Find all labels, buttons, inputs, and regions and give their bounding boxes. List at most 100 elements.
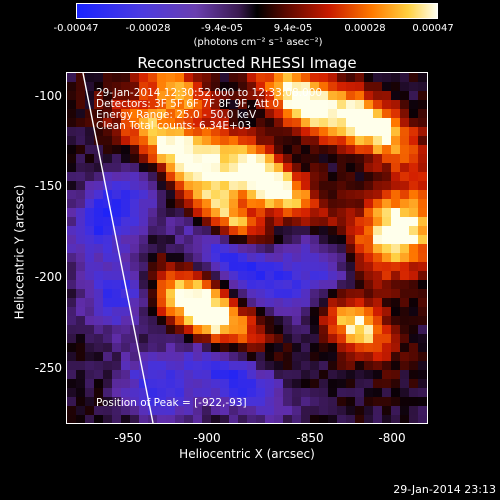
image-pixel <box>166 325 176 335</box>
image-pixel <box>337 298 347 308</box>
image-pixel <box>175 73 185 83</box>
image-pixel <box>283 388 293 398</box>
image-pixel <box>355 262 365 272</box>
image-pixel <box>346 208 356 218</box>
image-pixel <box>175 109 185 119</box>
image-pixel <box>67 217 77 227</box>
image-pixel <box>94 280 104 290</box>
image-pixel <box>382 262 392 272</box>
image-pixel <box>76 244 86 254</box>
image-pixel <box>310 136 320 146</box>
image-pixel <box>157 352 167 362</box>
image-pixel <box>310 109 320 119</box>
image-pixel <box>175 361 185 371</box>
image-pixel <box>418 316 427 326</box>
image-pixel <box>139 217 149 227</box>
image-pixel <box>382 244 392 254</box>
image-pixel <box>346 262 356 272</box>
image-pixel <box>193 163 203 173</box>
image-pixel <box>274 118 284 128</box>
image-pixel <box>265 325 275 335</box>
image-pixel <box>283 379 293 389</box>
image-pixel <box>157 361 167 371</box>
image-pixel <box>166 190 176 200</box>
image-pixel <box>121 415 131 423</box>
image-pixel <box>229 262 239 272</box>
image-pixel <box>409 271 419 281</box>
image-pixel <box>202 199 212 209</box>
solar-limb-layer <box>82 73 154 423</box>
image-pixel <box>67 172 77 182</box>
image-pixel <box>400 199 410 209</box>
image-pixel <box>310 262 320 272</box>
image-pixel <box>346 397 356 407</box>
image-pixel <box>364 208 374 218</box>
image-pixel <box>238 163 248 173</box>
image-pixel <box>391 217 401 227</box>
image-pixel <box>364 361 374 371</box>
image-pixel <box>103 217 113 227</box>
image-pixel <box>67 154 77 164</box>
image-pixel <box>391 289 401 299</box>
image-pixel <box>328 298 338 308</box>
image-pixel <box>67 208 77 218</box>
image-pixel <box>256 352 266 362</box>
image-pixel <box>112 163 122 173</box>
image-pixel <box>121 100 131 110</box>
image-pixel <box>337 415 347 423</box>
image-pixel <box>175 388 185 398</box>
image-pixel <box>346 325 356 335</box>
image-pixel <box>256 343 266 353</box>
image-pixel <box>193 352 203 362</box>
image-pixel <box>184 199 194 209</box>
image-pixel <box>283 280 293 290</box>
image-pixel <box>166 181 176 191</box>
image-pixel <box>85 82 95 92</box>
image-pixel <box>256 127 266 137</box>
image-pixel <box>238 253 248 263</box>
image-pixel <box>265 406 275 416</box>
image-pixel <box>418 415 427 423</box>
image-pixel <box>373 280 383 290</box>
image-pixel <box>346 334 356 344</box>
image-pixel <box>193 226 203 236</box>
image-pixel <box>247 172 257 182</box>
image-pixel <box>193 145 203 155</box>
image-pixel <box>310 352 320 362</box>
image-pixel <box>220 334 230 344</box>
image-pixel <box>364 100 374 110</box>
image-pixel <box>211 415 221 423</box>
image-pixel <box>229 289 239 299</box>
image-pixel <box>310 91 320 101</box>
image-pixel <box>148 199 158 209</box>
image-pixel <box>112 316 122 326</box>
image-pixel <box>355 145 365 155</box>
image-pixel <box>283 217 293 227</box>
image-pixel <box>301 379 311 389</box>
image-pixel <box>391 397 401 407</box>
image-pixel <box>373 253 383 263</box>
image-pixel <box>175 127 185 137</box>
image-pixel <box>130 127 140 137</box>
image-pixel <box>292 91 302 101</box>
image-pixel <box>418 298 427 308</box>
image-pixel <box>274 361 284 371</box>
image-pixel <box>382 298 392 308</box>
image-pixel <box>211 406 221 416</box>
image-pixel <box>103 343 113 353</box>
image-pixel <box>94 406 104 416</box>
image-pixel <box>229 316 239 326</box>
image-pixel <box>103 91 113 101</box>
image-pixel <box>130 289 140 299</box>
image-pixel <box>391 262 401 272</box>
image-pixel <box>292 244 302 254</box>
image-pixel <box>202 325 212 335</box>
image-pixel <box>265 262 275 272</box>
image-pixel <box>130 172 140 182</box>
image-pixel <box>157 127 167 137</box>
image-pixel <box>85 262 95 272</box>
image-pixel <box>319 127 329 137</box>
image-pixel <box>283 100 293 110</box>
image-pixel <box>283 253 293 263</box>
image-pixel <box>193 388 203 398</box>
